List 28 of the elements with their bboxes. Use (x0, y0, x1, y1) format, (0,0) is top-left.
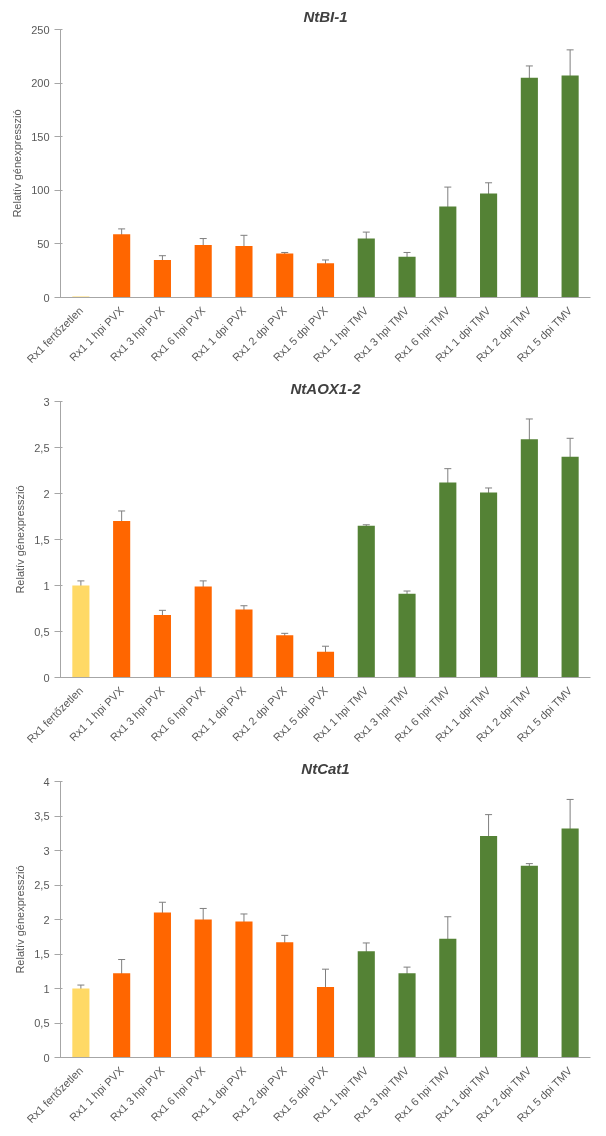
y-axis-title: Relatív génexpresszió (14, 865, 27, 974)
y-axis-title: Relatív génexpresszió (11, 109, 24, 218)
y-tick-label: 0 (43, 1051, 50, 1064)
y-tick-label: 1 (43, 982, 50, 995)
y-tick-label: 0 (43, 671, 50, 684)
chart-title: NtBI-1 (303, 7, 348, 25)
y-tick-label: 0 (43, 291, 50, 304)
y-tick-label: 250 (31, 23, 50, 36)
y-tick-label: 2,5 (34, 441, 50, 454)
y-tick-label: 2 (43, 487, 50, 500)
chart-title: NtAOX1-2 (290, 379, 362, 397)
y-tick-label: 0,5 (34, 625, 50, 638)
y-axis-title: Relatív génexpresszió (14, 485, 27, 594)
y-tick-label: 1 (43, 579, 50, 592)
y-tick-label: 2 (43, 913, 50, 926)
y-tick-label: 50 (37, 237, 50, 250)
y-tick-label: 200 (31, 77, 50, 90)
y-tick-label: 1,5 (34, 533, 50, 546)
y-tick-label: 0,5 (34, 1017, 50, 1029)
y-tick-label: 2,5 (34, 879, 50, 891)
chart-title: NtCat1 (301, 759, 350, 777)
y-tick-label: 150 (31, 130, 50, 143)
y-tick-label: 100 (31, 184, 50, 197)
y-tick-label: 3,5 (34, 810, 50, 822)
y-tick-label: 3 (43, 395, 50, 408)
y-tick-label: 3 (43, 844, 50, 857)
y-tick-label: 1,5 (34, 948, 50, 960)
y-tick-label: 4 (43, 775, 50, 788)
